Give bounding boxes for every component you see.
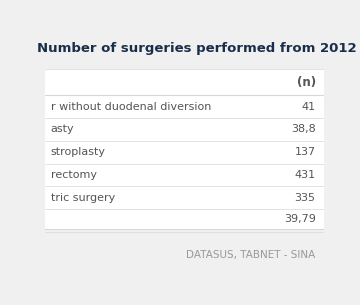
Text: asty: asty: [50, 124, 74, 135]
Text: DATASUS, TABNET - SINA: DATASUS, TABNET - SINA: [186, 250, 316, 260]
Text: 431: 431: [294, 170, 316, 180]
Text: 39,79: 39,79: [284, 214, 316, 224]
Text: rectomy: rectomy: [50, 170, 96, 180]
Text: 335: 335: [294, 193, 316, 203]
Text: 41: 41: [302, 102, 316, 112]
Text: 38,8: 38,8: [291, 124, 316, 135]
Text: tric surgery: tric surgery: [50, 193, 115, 203]
Text: 137: 137: [294, 147, 316, 157]
Text: Number of surgeries performed from 2012 to 2022: Number of surgeries performed from 2012 …: [37, 42, 360, 56]
Text: r without duodenal diversion: r without duodenal diversion: [50, 102, 211, 112]
Bar: [45, 70, 324, 229]
Text: stroplasty: stroplasty: [50, 147, 105, 157]
Text: (n): (n): [297, 76, 316, 89]
